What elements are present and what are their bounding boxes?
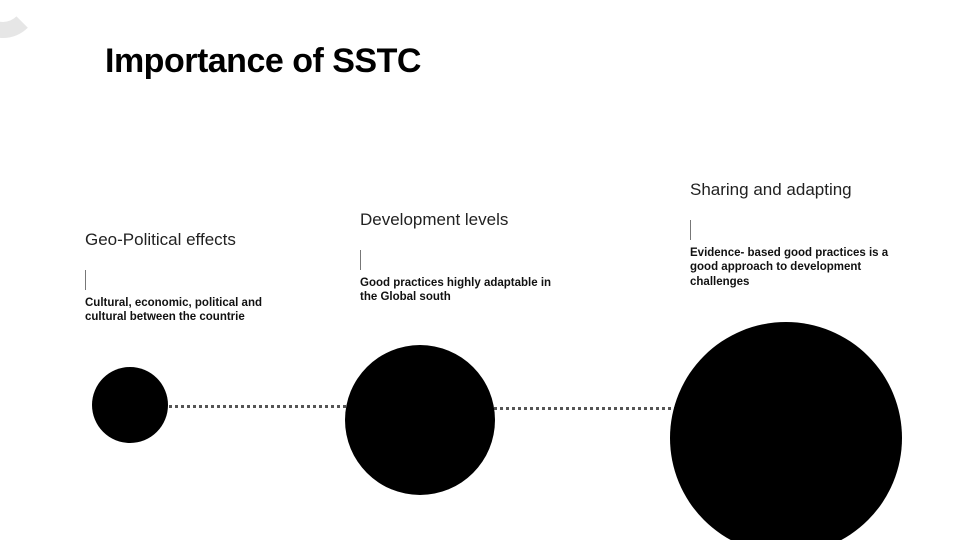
dotted-connector-2 — [470, 407, 695, 410]
dotted-connector-1 — [162, 405, 360, 408]
column-body: Good practices highly adaptable in the G… — [360, 276, 570, 305]
decorative-corner-arc — [0, 0, 38, 38]
column-body: Evidence- based good practices is a good… — [690, 246, 900, 289]
column-geo-political: Geo-Political effects Cultural, economic… — [85, 230, 295, 325]
column-rule — [690, 220, 691, 240]
column-heading: Development levels — [360, 210, 570, 232]
circle-large — [670, 322, 902, 540]
column-rule — [85, 270, 86, 290]
column-body: Cultural, economic, political and cultur… — [85, 296, 295, 325]
column-heading: Sharing and adapting — [690, 180, 900, 202]
slide-title: Importance of SSTC — [105, 42, 421, 81]
column-development-levels: Development levels Good practices highly… — [360, 210, 570, 305]
circle-medium — [345, 345, 495, 495]
column-heading: Geo-Political effects — [85, 230, 295, 252]
column-sharing-adapting: Sharing and adapting Evidence- based goo… — [690, 180, 900, 289]
circle-small — [92, 367, 168, 443]
column-rule — [360, 250, 361, 270]
